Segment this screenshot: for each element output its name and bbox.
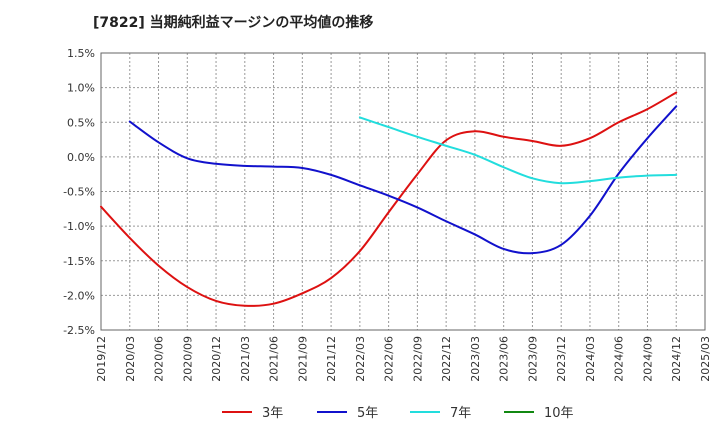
x-tick-label: 2020/12: [210, 336, 223, 382]
x-tick-label: 2022/09: [411, 336, 424, 382]
x-tick-label: 2023/06: [498, 336, 511, 382]
y-tick-label: -0.5%: [63, 186, 95, 199]
x-tick-label: 2024/03: [584, 336, 597, 382]
x-tick-label: 2020/06: [153, 336, 166, 382]
series-line-2: [128, 105, 678, 255]
x-tick-label: 2022/06: [383, 336, 396, 382]
legend-label: 3年: [262, 406, 283, 421]
x-tick-label: 2021/06: [268, 336, 281, 382]
y-tick-label: 1.0%: [67, 82, 95, 95]
x-tick-label: 2024/12: [670, 336, 683, 382]
y-tick-label: 0.0%: [67, 151, 95, 164]
y-tick-label: 1.5%: [67, 47, 95, 60]
legend-label: 5年: [357, 406, 378, 421]
x-tick-label: 2025/03: [699, 336, 712, 382]
y-tick-label: -1.0%: [63, 220, 95, 233]
x-tick-label: 2024/06: [613, 336, 626, 382]
chart-title: [7822] 当期純利益マージンの平均値の推移: [93, 15, 374, 31]
x-tick-label: 2021/12: [325, 336, 338, 382]
x-tick-label: 2020/03: [124, 336, 137, 382]
x-tick-label: 2023/09: [526, 336, 539, 382]
y-tick-label: -2.0%: [63, 289, 95, 302]
y-tick-label: 0.5%: [67, 116, 95, 129]
plot-border: [100, 52, 706, 331]
y-tick-label: -2.5%: [63, 324, 95, 337]
x-tick-label: 2020/09: [181, 336, 194, 382]
legend-label: 7年: [450, 406, 471, 421]
legend-label: 10年: [544, 406, 574, 421]
x-tick-label: 2021/09: [296, 336, 309, 382]
x-tick-label: 2021/03: [239, 336, 252, 382]
y-tick-label: -1.5%: [63, 255, 95, 268]
x-tick-label: 2023/12: [555, 336, 568, 382]
x-tick-label: 2023/03: [469, 336, 482, 382]
x-tick-label: 2022/03: [354, 336, 367, 382]
x-tick-label: 2024/09: [641, 336, 654, 382]
series-line-1: [100, 91, 678, 307]
series-line-3: [358, 116, 678, 185]
x-tick-label: 2022/12: [440, 336, 453, 382]
x-tick-label: 2019/12: [95, 336, 108, 382]
